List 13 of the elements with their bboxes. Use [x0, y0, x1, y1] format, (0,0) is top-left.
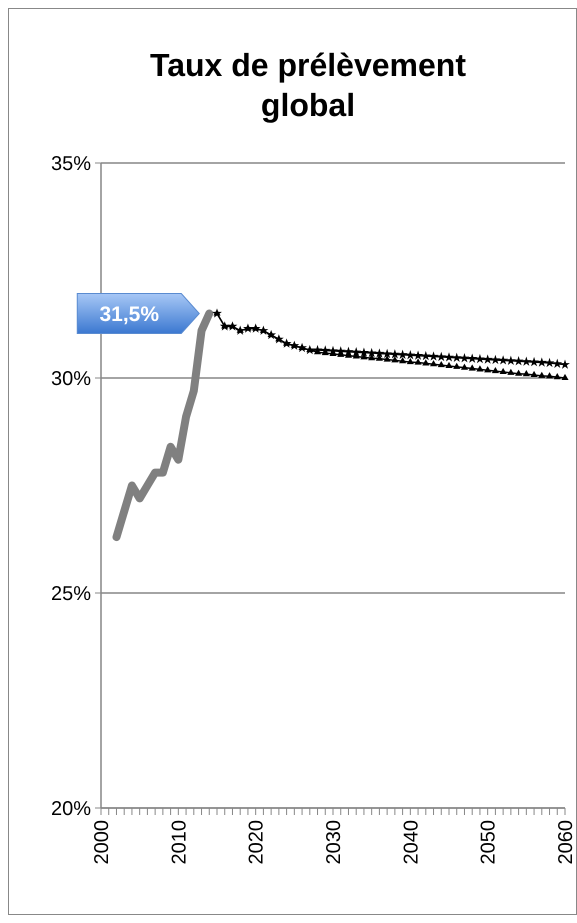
x-tick-label: 2020 [246, 820, 268, 864]
y-tick-label: 35% [50, 153, 92, 175]
x-tick-label: 2030 [323, 820, 345, 864]
y-tick-label: 25% [50, 583, 92, 605]
x-tick-label: 2000 [91, 820, 113, 864]
chart-title: Taux de prélèvement global [150, 47, 466, 123]
y-tick-label: 30% [50, 368, 92, 390]
x-tick-label: 2060 [555, 820, 577, 864]
annotation: 31,5% [99, 302, 160, 326]
x-tick-label: 2010 [168, 820, 190, 864]
x-tick-label: 2050 [478, 820, 500, 864]
y-tick-label: 20% [50, 798, 92, 820]
x-tick-label: 2040 [400, 820, 422, 864]
